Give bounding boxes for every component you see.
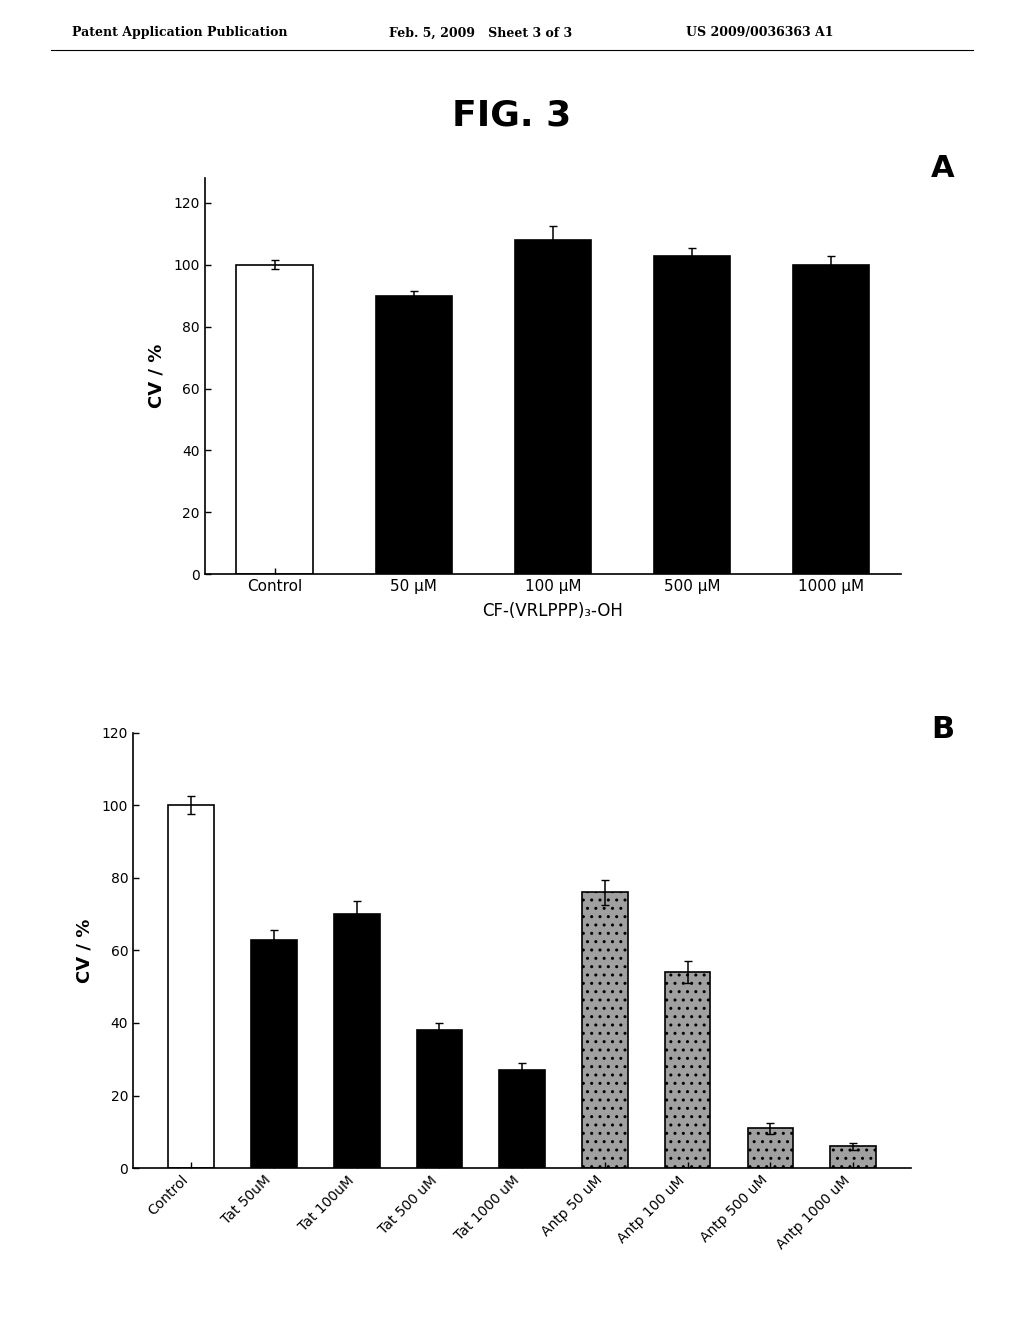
Bar [793,265,869,574]
Text: US 2009/0036363 A1: US 2009/0036363 A1 [686,26,834,40]
Text: FIG. 3: FIG. 3 [453,99,571,133]
Bar [237,265,313,574]
X-axis label: CF-(VRLPPP)₃-OH: CF-(VRLPPP)₃-OH [482,602,624,620]
Text: A: A [931,154,954,183]
Text: Feb. 5, 2009   Sheet 3 of 3: Feb. 5, 2009 Sheet 3 of 3 [389,26,572,40]
Bar [334,913,380,1168]
Bar [417,1030,462,1168]
Bar [654,256,730,574]
Bar [251,940,297,1168]
Text: B: B [931,715,954,744]
Bar [583,892,628,1168]
Bar [665,972,711,1168]
Bar [515,240,591,574]
Bar [748,1129,794,1168]
Bar [169,805,214,1168]
Bar [830,1146,876,1168]
Bar [376,296,452,574]
Text: Patent Application Publication: Patent Application Publication [72,26,287,40]
Y-axis label: CV / %: CV / % [76,919,93,982]
Bar [500,1071,545,1168]
Y-axis label: CV / %: CV / % [147,345,165,408]
